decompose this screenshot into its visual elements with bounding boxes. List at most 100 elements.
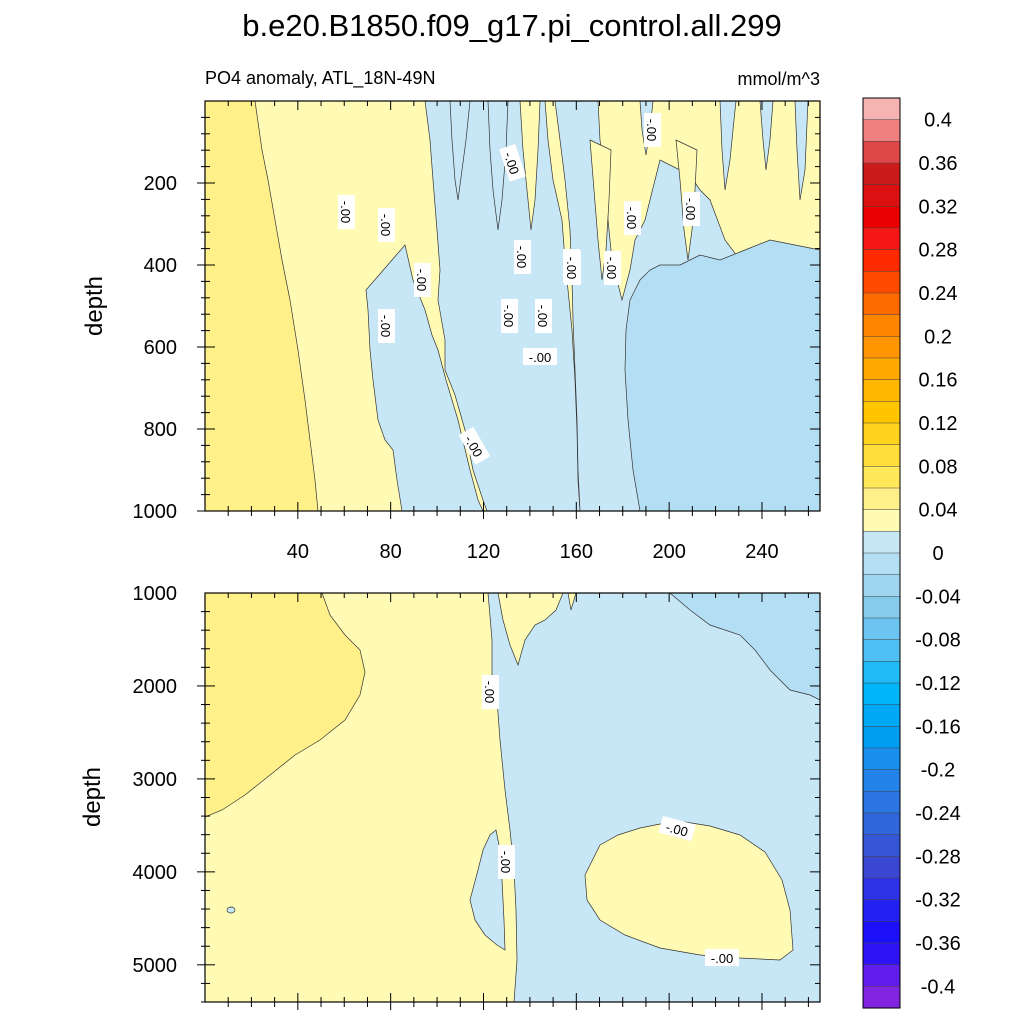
colorbar-swatch — [862, 596, 901, 619]
colorbar-swatch — [862, 964, 901, 987]
colorbar-swatch — [862, 834, 901, 857]
contour-label-box — [604, 251, 621, 285]
colorbar-swatch — [862, 856, 901, 879]
x-tick-label: 200 — [652, 541, 685, 563]
contour-label-text: -.00 — [535, 305, 550, 327]
contour-label-text: -.00 — [683, 198, 698, 220]
colorbar-swatch — [862, 552, 901, 576]
colorbar-swatch — [862, 466, 901, 489]
contour-label-text: -.00 — [564, 257, 579, 279]
colorbar-label: -0.4 — [921, 976, 955, 998]
colorbar-frame — [862, 97, 901, 1009]
y-tick-label: 400 — [144, 255, 177, 277]
contour-label-text: -.00 — [529, 350, 551, 365]
contour-label-box — [644, 113, 661, 147]
colorbar-swatch — [862, 726, 901, 749]
contour-label-box — [624, 201, 641, 235]
contour-label-text: -.00 — [711, 951, 733, 966]
colorbar-swatch — [862, 942, 901, 966]
contour-label: -.00 — [683, 192, 700, 226]
contour-label-text: -.00 — [501, 150, 522, 176]
contour-label-text: -.00 — [414, 269, 429, 291]
colorbar-swatch — [862, 617, 901, 641]
colorbar-swatch — [862, 206, 901, 229]
contour-label-text: -.00 — [378, 214, 393, 236]
upper-panel-frame — [204, 100, 821, 512]
colorbar-label: -0.16 — [915, 716, 961, 738]
colorbar-label: 0.36 — [919, 153, 958, 175]
upper-negative-region — [624, 239, 820, 511]
x-tick-label: 160 — [560, 541, 593, 563]
x-tick-label: 40 — [287, 541, 309, 563]
colorbar-swatch — [862, 531, 901, 554]
lower-y-axis: depth 1000 2000 3000 4000 5000 — [79, 583, 820, 1003]
contour-label: -.00 — [414, 263, 431, 297]
lower-contour-labels: -.00 -.00 -.00 -.00 — [482, 675, 739, 966]
contour-label-box — [378, 309, 395, 343]
colorbar-swatch — [862, 509, 901, 532]
colorbar-swatch — [862, 661, 901, 684]
colorbar-swatch — [862, 271, 901, 294]
colorbar-label: 0.28 — [919, 240, 958, 262]
upper-y-axis: depth 200 400 600 800 1000 — [81, 116, 820, 523]
contour-label-text: -.00 — [514, 246, 529, 268]
y-tick-label: 4000 — [133, 862, 178, 884]
colorbar-swatch — [862, 812, 901, 836]
colorbar-label: 0.08 — [919, 456, 958, 478]
colorbar: 0.4 0.36 0.32 0.28 0.24 0.2 0.16 0.12 0.08 0.04 0 -… — [862, 97, 961, 1009]
colorbar-label: -0.36 — [915, 933, 961, 955]
colorbar-swatch — [862, 292, 901, 316]
lower-y-label: depth — [79, 767, 106, 827]
colorbar-label: -0.32 — [915, 890, 961, 912]
colorbar-swatch — [862, 227, 901, 251]
contour-label-box — [378, 208, 395, 242]
colorbar-label: 0.12 — [919, 413, 958, 435]
contour-label-box — [564, 251, 581, 285]
contour-label-text: -.00 — [338, 201, 353, 223]
colorbar-swatch — [862, 422, 901, 446]
colorbar-swatch — [862, 791, 901, 814]
colorbar-swatch — [862, 357, 901, 381]
colorbar-swatch — [862, 444, 901, 467]
contour-label-box — [501, 299, 518, 333]
y-tick-label: 2000 — [133, 676, 178, 698]
contour-label-text: -.00 — [604, 257, 619, 279]
contour-label-box — [338, 195, 355, 229]
upper-positive-region — [205, 101, 319, 511]
colorbar-label: -0.04 — [915, 586, 961, 608]
contour-label-box — [498, 845, 515, 879]
contour-label-text: -.00 — [664, 819, 690, 839]
colorbar-swatch — [862, 682, 901, 706]
colorbar-swatch — [862, 986, 901, 1009]
lower-x-axis — [227, 593, 809, 1010]
upper-contour-labels: -.00 -.00 -.00 -.00 -.00 -.00 -.00 -.00 -.00 -.00… — [338, 113, 700, 465]
colorbar-label: 0.4 — [924, 110, 952, 132]
contour-label-box — [523, 348, 557, 365]
colorbar-label: 0 — [932, 543, 943, 565]
colorbar-label: -0.28 — [915, 846, 961, 868]
y-tick-label: 5000 — [133, 955, 178, 977]
colorbar-swatch — [862, 141, 901, 164]
colorbar-label: -0.08 — [915, 630, 961, 652]
y-tick-label: 600 — [144, 337, 177, 359]
contour-label-box — [414, 263, 431, 297]
lower-panel-contour-fill — [205, 593, 820, 1002]
contour-label: -.00 — [378, 309, 395, 343]
colorbar-swatch — [862, 401, 901, 424]
contour-label: -.00 — [535, 299, 552, 333]
x-tick-label: 120 — [467, 541, 500, 563]
lower-negative-region — [669, 593, 820, 701]
colorbar-swatch — [862, 769, 901, 792]
x-tick-label: 80 — [380, 541, 402, 563]
contour-label: -.00 — [498, 845, 515, 879]
colorbar-swatch — [862, 249, 901, 272]
colorbar-label: 0.2 — [924, 326, 952, 348]
colorbar-swatch — [862, 487, 901, 511]
x-tick-label: 240 — [745, 541, 778, 563]
contour-label-box — [705, 949, 739, 966]
contour-label-box — [458, 426, 491, 465]
colorbar-swatch — [862, 119, 901, 142]
contour-label: -.00 — [624, 201, 641, 235]
